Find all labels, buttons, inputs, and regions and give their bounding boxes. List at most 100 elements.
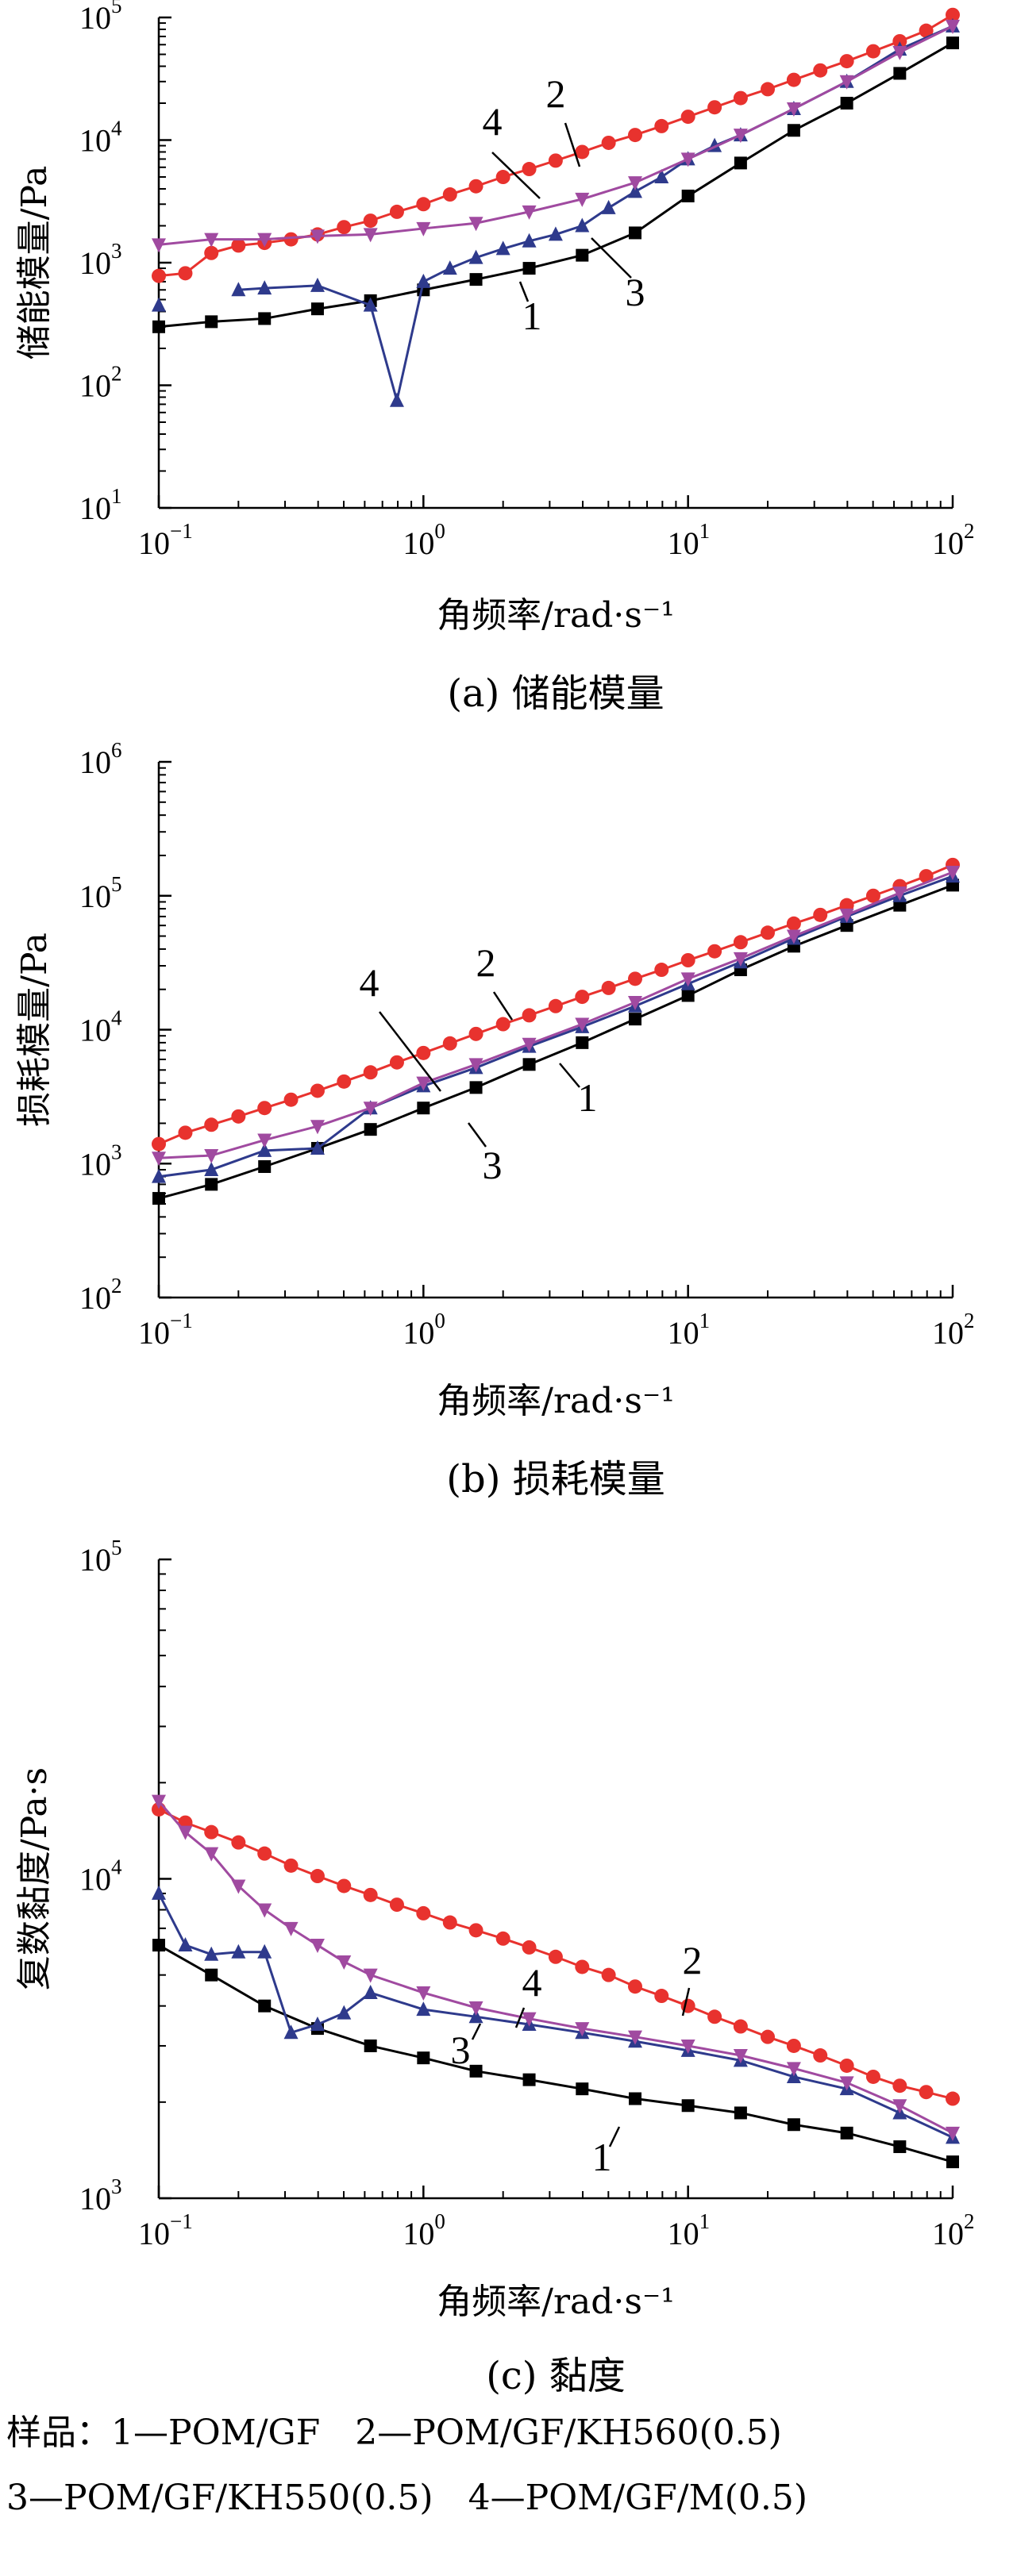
data-point-series-2 [892, 2078, 907, 2093]
x-axis-label: 角频率/rad·s⁻¹ [437, 2282, 675, 2322]
data-point-series-3 [257, 1944, 272, 1959]
data-point-series-1 [576, 1036, 589, 1049]
data-point-series-4 [680, 972, 695, 987]
panel-caption: (a) 储能模量 [447, 671, 664, 716]
series-line-4 [157, 1800, 953, 2135]
data-point-series-2 [363, 1065, 378, 1080]
data-point-series-1 [522, 262, 536, 275]
data-point-series-3 [152, 297, 166, 312]
data-point-series-3 [257, 1142, 272, 1157]
data-point-series-2 [363, 1887, 378, 1902]
y-tick-label: 104 [79, 1006, 122, 1048]
data-point-series-2 [654, 1989, 669, 2004]
series-line-3 [157, 1893, 953, 2139]
data-point-series-4 [839, 908, 854, 923]
data-point-series-4 [416, 1986, 431, 2001]
data-point-series-3 [152, 1885, 166, 1900]
data-point-series-2 [548, 1949, 563, 1964]
data-point-series-1 [205, 315, 218, 329]
data-point-series-2 [919, 869, 934, 884]
data-point-series-3 [468, 249, 483, 264]
data-point-series-2 [654, 118, 669, 133]
y-tick-label: 104 [79, 1855, 122, 1897]
data-point-series-4 [522, 205, 537, 220]
data-point-series-1 [734, 156, 747, 170]
data-point-series-4 [522, 2012, 537, 2027]
callout-label-3: 3 [626, 270, 645, 314]
data-point-series-3 [310, 277, 325, 292]
data-point-series-2 [919, 2085, 934, 2100]
data-point-series-2 [178, 1125, 193, 1140]
data-point-series-1 [364, 2039, 377, 2052]
data-point-series-2 [495, 1017, 510, 1032]
data-point-series-3 [495, 240, 510, 256]
data-point-series-2 [522, 162, 537, 177]
x-tick-label: 102 [932, 519, 975, 561]
data-point-series-2 [468, 179, 483, 194]
data-point-series-3 [575, 217, 590, 233]
data-point-series-4 [152, 1794, 166, 1809]
data-point-series-4 [416, 1076, 431, 1091]
data-point-series-2 [601, 980, 616, 995]
data-point-series-3 [337, 2005, 352, 2020]
data-point-series-2 [761, 925, 776, 940]
y-tick-label: 105 [79, 872, 122, 914]
callout-leader-line [491, 152, 541, 199]
callout-leader-line [559, 1063, 580, 1088]
data-point-series-1 [681, 989, 695, 1002]
x-axis-label: 角频率/rad·s⁻¹ [437, 1381, 675, 1421]
data-point-series-2 [178, 266, 193, 281]
data-point-series-2 [601, 135, 616, 150]
data-point-series-2 [337, 220, 352, 235]
data-point-series-4 [257, 1133, 272, 1148]
data-point-series-2 [865, 2069, 880, 2084]
data-point-series-1 [840, 96, 853, 110]
data-point-series-2 [865, 44, 880, 59]
data-point-series-3 [468, 2009, 483, 2024]
data-point-series-2 [680, 953, 695, 968]
series-line-1 [158, 1944, 953, 2163]
data-point-series-4 [468, 217, 483, 232]
data-point-series-2 [919, 23, 934, 38]
data-point-series-1 [417, 1102, 430, 1115]
data-point-series-3 [231, 1944, 246, 1959]
data-point-series-4 [468, 1058, 483, 1073]
x-tick-label: 102 [932, 1309, 975, 1351]
data-point-series-2 [761, 2029, 776, 2044]
data-point-series-4 [468, 2001, 483, 2016]
data-point-series-2 [416, 1905, 431, 1920]
callout-leader-line [492, 991, 514, 1021]
data-point-series-2 [707, 2009, 722, 2024]
data-point-series-3 [654, 169, 669, 184]
callout-label-4: 4 [522, 1960, 542, 2005]
data-point-series-2 [865, 888, 880, 903]
data-point-series-1 [734, 2106, 747, 2120]
data-point-series-2 [813, 2048, 828, 2063]
data-point-series-3 [601, 199, 616, 214]
series-line-4 [158, 871, 953, 1159]
data-point-series-2 [548, 998, 563, 1013]
data-point-series-2 [601, 1967, 616, 1982]
data-point-series-4 [839, 75, 854, 90]
callout-leader-line [591, 237, 632, 279]
data-point-series-2 [337, 1074, 352, 1089]
data-point-series-2 [495, 1931, 510, 1946]
callout-leader-line [564, 122, 581, 167]
series-line-1 [158, 41, 953, 329]
data-point-series-3 [231, 282, 246, 297]
data-point-series-3 [389, 392, 404, 407]
data-point-series-1 [840, 2126, 853, 2140]
x-tick-label: 101 [668, 1309, 711, 1351]
y-tick-label: 105 [79, 0, 122, 36]
panel-c-complex-viscosity: 10−1 100 101 102 103 104 105 角频率/rad·s⁻¹ 复数黏度/Pa… [14, 1536, 975, 2398]
data-point-series-1 [946, 2155, 959, 2169]
data-point-series-4 [416, 221, 431, 236]
callout-leader-line [514, 2007, 526, 2028]
data-point-series-1 [522, 1058, 536, 1071]
data-point-series-2 [707, 944, 722, 959]
data-point-series-4 [892, 2099, 907, 2114]
data-point-series-2 [204, 245, 219, 260]
data-point-series-3 [152, 1168, 166, 1183]
callout-label-4: 4 [483, 99, 503, 144]
data-point-series-4 [178, 1825, 193, 1840]
